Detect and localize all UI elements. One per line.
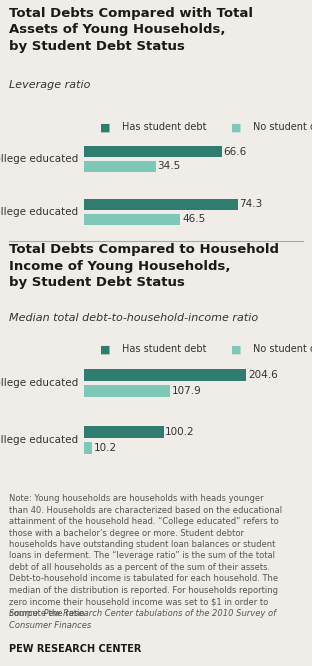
Text: Leverage ratio: Leverage ratio — [9, 80, 91, 90]
Text: 100.2: 100.2 — [165, 427, 195, 437]
Bar — [84, 369, 246, 381]
Bar — [84, 146, 222, 157]
Text: 10.2: 10.2 — [94, 443, 117, 453]
Text: 204.6: 204.6 — [248, 370, 278, 380]
Text: Median total debt-to-household-income ratio: Median total debt-to-household-income ra… — [9, 313, 258, 323]
Text: ■: ■ — [231, 123, 241, 133]
Text: Not college educated: Not college educated — [0, 206, 78, 216]
Text: Source: Pew Research Center tabulations of the 2010 Survey of
Consumer Finances: Source: Pew Research Center tabulations … — [9, 609, 276, 630]
Text: Has student debt: Has student debt — [122, 344, 206, 354]
Text: Note: Young households are households with heads younger
than 40. Households are: Note: Young households are households wi… — [9, 494, 282, 617]
Text: 74.3: 74.3 — [240, 199, 263, 209]
Bar — [84, 385, 170, 397]
Text: Total Debts Compared with Total
Assets of Young Households,
by Student Debt Stat: Total Debts Compared with Total Assets o… — [9, 7, 253, 53]
Text: 107.9: 107.9 — [171, 386, 201, 396]
Text: No student debt: No student debt — [253, 344, 312, 354]
Text: College educated: College educated — [0, 154, 78, 164]
Bar — [84, 161, 156, 172]
Bar — [84, 442, 92, 454]
Text: ■: ■ — [100, 123, 110, 133]
Text: Total Debts Compared to Household
Income of Young Households,
by Student Debt St: Total Debts Compared to Household Income… — [9, 243, 279, 289]
Text: 46.5: 46.5 — [182, 214, 205, 224]
Bar — [84, 214, 180, 224]
Text: Has student debt: Has student debt — [122, 123, 206, 133]
Text: PEW RESEARCH CENTER: PEW RESEARCH CENTER — [9, 644, 142, 654]
Bar — [84, 199, 238, 210]
Text: College educated: College educated — [0, 378, 78, 388]
Text: 66.6: 66.6 — [224, 147, 247, 157]
Text: No student debt: No student debt — [253, 123, 312, 133]
Text: Not college educated: Not college educated — [0, 435, 78, 445]
Text: 34.5: 34.5 — [157, 161, 181, 171]
Text: ■: ■ — [100, 344, 110, 354]
Bar — [84, 426, 164, 438]
Text: ■: ■ — [231, 344, 241, 354]
